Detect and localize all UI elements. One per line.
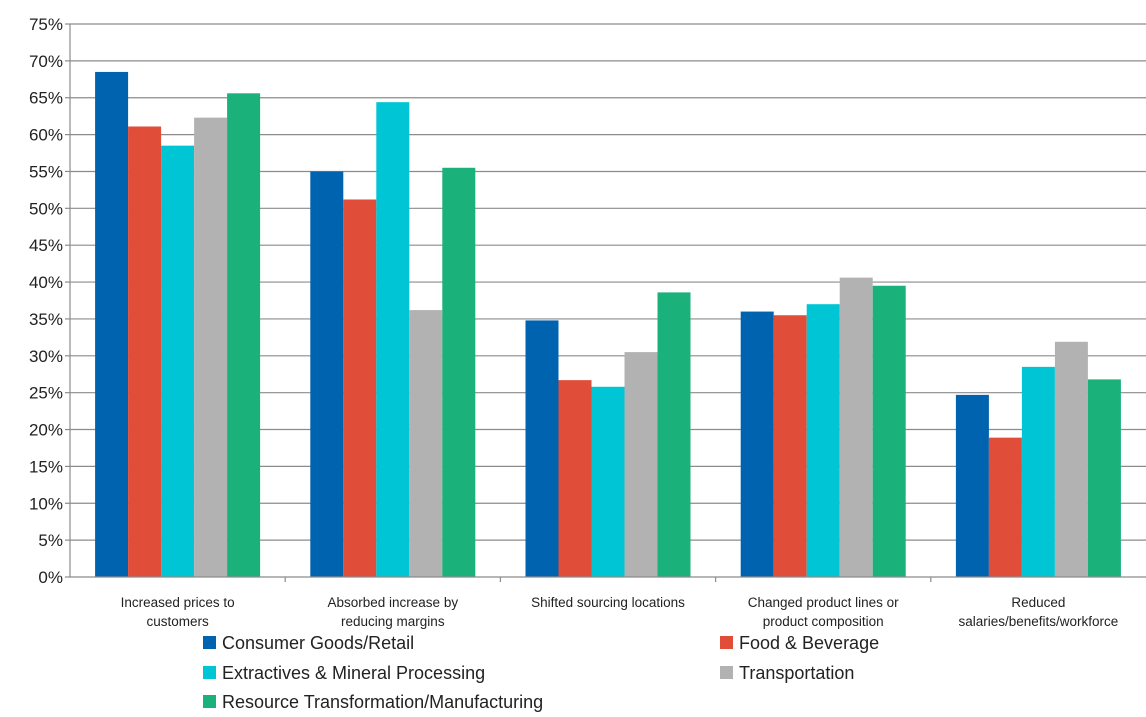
legend-item: Extractives & Mineral Processing (203, 663, 485, 683)
legend-item: Transportation (720, 663, 854, 683)
legend-swatch (203, 636, 216, 649)
x-tick-label: Changed product lines or (748, 595, 899, 610)
y-tick-label: 35% (29, 310, 63, 329)
x-tick-label: product composition (763, 614, 884, 629)
bar (343, 199, 377, 577)
bar (657, 292, 691, 577)
y-tick-label: 15% (29, 457, 63, 476)
bar (988, 437, 1022, 577)
bar (1054, 341, 1088, 577)
bar (376, 102, 410, 577)
bars (95, 71, 1121, 578)
legend-swatch (203, 695, 216, 708)
y-tick-label: 60% (29, 126, 63, 145)
bar (591, 386, 625, 577)
bar (624, 352, 658, 577)
x-axis-tick-labels: Increased prices to customers Absorbed inc… (121, 595, 1119, 629)
y-tick-label: 0% (38, 568, 63, 587)
bar (310, 171, 344, 577)
bar (558, 380, 592, 577)
legend-label: Food & Beverage (739, 633, 879, 653)
legend-swatch (720, 666, 733, 679)
y-tick-label: 5% (38, 531, 63, 550)
bar (839, 277, 873, 577)
bar (740, 311, 774, 577)
legend-item: Consumer Goods/Retail (203, 633, 414, 653)
x-tick-label: customers (146, 614, 209, 629)
legend-label: Transportation (739, 663, 854, 683)
y-tick-label: 25% (29, 384, 63, 403)
y-tick-label: 50% (29, 199, 63, 218)
legend-swatch (720, 636, 733, 649)
bar (525, 320, 559, 577)
y-tick-label: 75% (29, 15, 63, 34)
x-tick-label: Absorbed increase by (328, 595, 459, 610)
bar (955, 394, 989, 577)
x-tick-label: Reduced (1011, 595, 1065, 610)
x-tick-label: reducing margins (341, 614, 445, 629)
y-tick-label: 70% (29, 52, 63, 71)
axes (65, 23, 1146, 582)
bar (194, 117, 228, 578)
legend-label: Extractives & Mineral Processing (222, 663, 485, 683)
bar (806, 304, 840, 577)
bar (227, 93, 261, 578)
legend-label: Consumer Goods/Retail (222, 633, 414, 653)
y-axis-tick-labels: 0% 5% 10% 15% 20% 25% 30% 35% 40% 45% 50% 55% 60% 65%… (29, 15, 63, 587)
legend: Consumer Goods/Retail Food & Beverage Extr… (203, 633, 879, 712)
x-tick-label: Increased prices to (121, 595, 235, 610)
bar (773, 315, 807, 577)
x-tick-label: Shifted sourcing locations (531, 595, 685, 610)
y-tick-label: 20% (29, 421, 63, 440)
legend-item: Food & Beverage (720, 633, 879, 653)
legend-label: Resource Transformation/Manufacturing (222, 692, 543, 712)
bar (95, 71, 129, 577)
legend-swatch (203, 666, 216, 679)
bar (1021, 366, 1055, 577)
bar (161, 145, 195, 577)
y-tick-label: 30% (29, 347, 63, 366)
bar (442, 167, 476, 577)
y-tick-label: 55% (29, 162, 63, 181)
x-tick-label: salaries/benefits/workforce (958, 614, 1118, 629)
y-tick-label: 65% (29, 89, 63, 108)
legend-item: Resource Transformation/Manufacturing (203, 692, 543, 712)
y-tick-label: 40% (29, 273, 63, 292)
bar (1087, 379, 1121, 577)
y-tick-label: 10% (29, 494, 63, 513)
bar (128, 126, 162, 578)
bar (872, 285, 906, 577)
y-tick-label: 45% (29, 236, 63, 255)
bar (409, 310, 443, 577)
